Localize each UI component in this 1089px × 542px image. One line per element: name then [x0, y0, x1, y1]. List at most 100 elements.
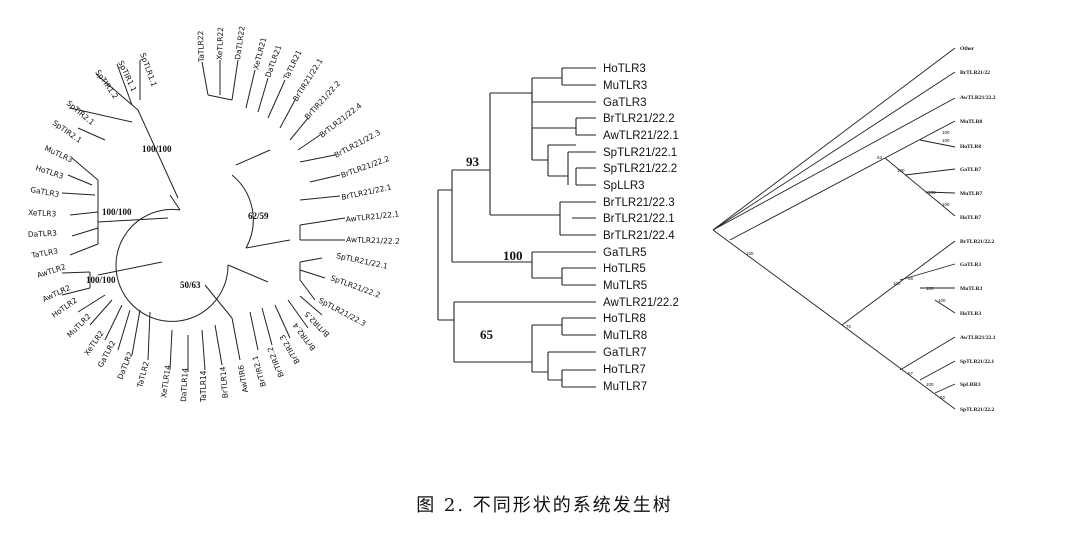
circular-taxon-label: SpTLR21/22.3: [317, 296, 368, 329]
circular-taxon-label: TaTLR22: [196, 30, 206, 63]
circular-taxon-label: HoTLR3: [34, 163, 65, 181]
circular-taxon-label: GaTLR3: [30, 185, 60, 199]
rect-taxon-label: SpTLR21/22.1: [603, 147, 677, 159]
circular-taxon-label: TaTLR3: [30, 246, 59, 260]
circular-taxon-label: DaTLR22: [233, 25, 247, 60]
circular-taxon-label: MuTLR2: [65, 312, 93, 340]
rect-taxon-label: MuTLR7: [603, 381, 647, 393]
circular-taxon-label: BrTLR21/22.4: [318, 101, 364, 140]
rect-taxon-label: BrTLR21/22.3: [603, 197, 675, 209]
circular-taxon-label: AwTIR6: [236, 364, 250, 393]
slanted-taxon-label: MuTLR7: [960, 191, 983, 197]
rect-tree-labels: HoTLR3 MuTLR3 GaTLR3 BrTLR21/22.2 AwTLR2…: [603, 63, 679, 393]
slanted-taxon-label: HoTLR7: [960, 215, 981, 221]
slanted-taxon-label: Other: [960, 46, 975, 52]
rect-taxon-label: GaTLR7: [603, 347, 646, 359]
rect-taxon-label: HoTLR5: [603, 263, 646, 275]
node-value: 100: [928, 190, 936, 195]
rect-taxon-label: HoTLR7: [603, 364, 646, 376]
node-value: 100: [938, 298, 946, 303]
circular-taxon-label: BrTLR21/22.3: [333, 128, 382, 160]
rect-taxon-label: AwTLR21/22.1: [603, 130, 679, 142]
slanted-taxon-label: AwTLR21/22.2: [960, 95, 996, 101]
bootstrap-value: 93: [466, 154, 480, 169]
slanted-taxon-label: MuTLR8: [960, 119, 983, 125]
circular-taxon-label: XeTLR14: [159, 364, 173, 398]
rect-taxon-label: GaTLR3: [603, 97, 646, 109]
slanted-tree-node-values: 100 53 100 100 100 100 100 100 56 100 10…: [746, 130, 950, 400]
circular-taxon-label: SpTIR1.2: [93, 68, 120, 101]
slanted-taxon-label: SpTLR21/22.2: [960, 407, 994, 413]
rect-taxon-label: MuTLR5: [603, 280, 647, 292]
node-value: 100: [746, 251, 754, 256]
slanted-taxon-label: GaTLR3: [960, 262, 981, 268]
circular-taxon-label: XeTLR22: [215, 27, 225, 60]
circular-taxon-label: XeTLR3: [28, 208, 57, 218]
slanted-taxon-label: SpLRR3: [960, 382, 981, 388]
circular-tree: [61, 59, 346, 372]
slanted-taxon-label: MuTLR3: [960, 286, 983, 292]
support-value: 100/100: [142, 144, 172, 154]
rect-taxon-label: AwTLR21/22.2: [603, 297, 679, 309]
circular-taxon-label: AwTLR2: [36, 262, 67, 280]
slanted-tree-labels: Other BrTLR21/22 AwTLR21/22.2 MuTLR8 HoT…: [960, 46, 996, 413]
rect-taxon-label: HoTLR8: [603, 313, 646, 325]
circular-taxon-label: SpTLR1.1: [138, 52, 159, 89]
support-value: 62/59: [248, 211, 269, 221]
slanted-taxon-label: HoTLR3: [960, 311, 981, 317]
circular-taxon-label: SpTIR1.1: [116, 59, 138, 93]
circular-taxon-label: SpTLR21/22.2: [329, 273, 381, 299]
circular-taxon-label: TaTLR14: [199, 370, 208, 403]
circular-taxon-label: BrTLR14: [218, 366, 230, 399]
circular-taxon-label: BrTLR21/22.2: [340, 154, 391, 180]
circular-taxon-label: AwTLR21/22.2: [346, 235, 400, 246]
circular-taxon-label: TaTLR2: [135, 360, 151, 389]
node-value: 70: [846, 324, 852, 329]
node-value: 100: [926, 286, 934, 291]
rect-taxon-label: BrTLR21/22.4: [603, 230, 675, 242]
node-value: 100: [942, 130, 950, 135]
circular-taxon-label: SpTLR21/22.1: [336, 251, 389, 271]
slanted-taxon-label: AwTLR21/22.1: [960, 335, 996, 341]
rect-taxon-label: MuTLR3: [603, 80, 647, 92]
rect-taxon-label: GaTLR5: [603, 247, 646, 259]
node-value: 57: [908, 371, 914, 376]
circular-taxon-label: XeTLR21: [251, 36, 268, 70]
rect-taxon-label: SpTLR21/22.2: [603, 163, 677, 175]
slanted-taxon-label: BrTLR21/22.2: [960, 239, 994, 245]
node-value: 92: [940, 395, 946, 400]
node-value: 100: [942, 138, 950, 143]
slanted-taxon-label: BrTLR21/22: [960, 70, 990, 76]
slanted-taxon-label: HoTLR8: [960, 144, 981, 150]
rect-taxon-label: SpLLR3: [603, 180, 645, 192]
circular-taxon-label: BrTLR21/22.1: [341, 183, 393, 202]
rect-taxon-label: BrTLR21/22.1: [603, 213, 675, 225]
bootstrap-value: 65: [480, 327, 494, 342]
rect-taxon-label: MuTLR8: [603, 330, 647, 342]
support-value: 100/100: [86, 275, 116, 285]
node-value: 100: [897, 168, 905, 173]
circular-taxon-label: BrTIR2.2: [265, 345, 285, 378]
circular-tree-support: 100/100 100/100 100/100 62/59 50/63: [86, 144, 269, 290]
node-value: 100: [926, 382, 934, 387]
circular-taxon-label: SpTIR2.1: [51, 118, 84, 145]
slanted-taxon-label: GaTLR7: [960, 167, 981, 173]
circular-taxon-label: AwTLR21/22.1: [345, 209, 400, 224]
circular-taxon-label: DaTLR21: [263, 44, 283, 79]
rect-taxon-label: BrTLR21/22.2: [603, 113, 675, 125]
slanted-taxon-label: SpTLR21/22.1: [960, 359, 994, 365]
slanted-tree: [712, 47, 956, 410]
circular-taxon-label: DaTLR14: [179, 368, 190, 403]
circular-taxon-label: BrTIR2.1: [250, 354, 268, 388]
rect-taxon-label: HoTLR3: [603, 63, 646, 75]
circular-taxon-label: DaTLR3: [28, 228, 58, 239]
rect-tree-bootstrap: 93 100 65: [466, 154, 523, 342]
node-value: 53: [877, 155, 883, 160]
circular-taxon-label: DaTLR2: [116, 350, 135, 381]
rect-tree: [437, 67, 596, 388]
circular-taxon-label: TaTLR21: [281, 48, 303, 81]
node-value: 56: [908, 276, 914, 281]
support-value: 100/100: [102, 207, 132, 217]
node-value: 100: [893, 281, 901, 286]
